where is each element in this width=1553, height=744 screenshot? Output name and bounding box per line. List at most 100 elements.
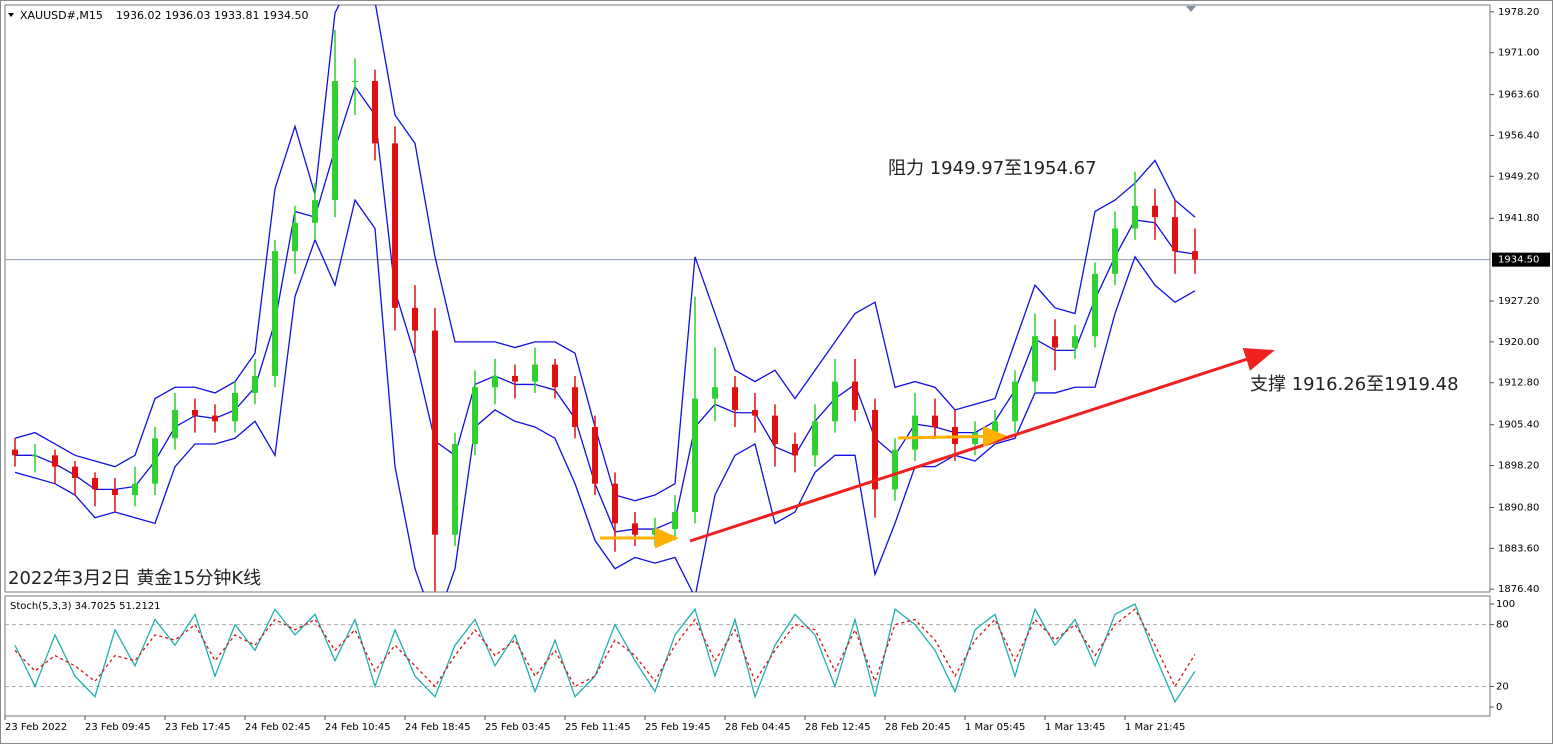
x-tick-label: 1 Mar 13:45: [1045, 722, 1105, 733]
candle-body: [612, 483, 618, 524]
candle-body: [332, 80, 338, 201]
candle-body: [572, 387, 578, 427]
candle-body: [1012, 381, 1018, 422]
candle-body: [512, 375, 518, 382]
resistance-note: 阻力 1949.97至1954.67: [888, 158, 1097, 179]
y-tick-label: 1949.20: [1498, 171, 1539, 182]
current-price-box: [1492, 252, 1550, 267]
y-tick-label: 0: [1496, 702, 1502, 713]
candle-body: [392, 143, 398, 308]
y-tick-label: 100: [1496, 599, 1515, 610]
x-tick-label: 28 Feb 04:45: [725, 722, 791, 733]
stoch-plot: [5, 603, 1490, 704]
candle-body: [112, 489, 118, 496]
candle-body: [412, 307, 418, 331]
candle-body: [292, 222, 298, 252]
candle-body: [72, 466, 78, 479]
price-plot: [5, 5, 1490, 592]
stoch-panel: [4, 595, 1491, 717]
stoch-title: Stoch(5,3,3) 34.7025 51.2121: [10, 601, 161, 612]
y-tick-label: 1941.80: [1498, 213, 1539, 224]
line: [15, 85, 1196, 533]
y-tick-label: 1905.40: [1498, 420, 1539, 431]
candle-body: [532, 364, 538, 382]
y-tick-label: 1927.20: [1498, 296, 1539, 307]
candle-body: [812, 421, 818, 456]
y-tick-label: 1883.60: [1498, 543, 1539, 554]
x-tick-label: 1 Mar 05:45: [965, 722, 1025, 733]
x-tick-label: 25 Feb 03:45: [485, 722, 551, 733]
y-tick-label: 20: [1496, 681, 1509, 692]
candle-body: [472, 387, 478, 444]
candle-body: [52, 455, 58, 467]
candle-body: [1072, 336, 1078, 348]
candle-body: [1112, 228, 1118, 274]
candle-body: [672, 512, 678, 530]
candle-body: [892, 449, 898, 490]
candle-body: [212, 415, 218, 422]
candle-body: [792, 443, 798, 456]
candle-body: [552, 364, 558, 388]
symbol: XAUUSD#,M15: [20, 9, 103, 22]
candle-body: [192, 409, 198, 416]
candle-body: [1032, 336, 1038, 382]
candle-body: [692, 398, 698, 513]
support-arrow: [897, 425, 1007, 447]
candle-body: [432, 330, 438, 535]
y-tick-label: 1890.80: [1498, 502, 1539, 513]
candle-body: [1172, 217, 1178, 252]
candle-body: [1192, 251, 1198, 260]
candle-body: [912, 415, 918, 450]
candle-body: [12, 449, 18, 456]
axes: 1978.20 1971.00 1963.60 1956.40 1949.20 1941.…: [4, 7, 1550, 733]
candle-body: [832, 381, 838, 422]
candle-body: [632, 523, 638, 535]
candle-body: [172, 409, 178, 439]
candle-body: [92, 478, 98, 490]
candle-body: [252, 375, 258, 393]
candle-body: [732, 387, 738, 410]
candle-body: [1052, 336, 1058, 348]
candle-body: [1092, 273, 1098, 337]
line: [14, 608, 1196, 688]
y-tick-label: 1956.40: [1498, 130, 1539, 141]
x-tick-label: 28 Feb 20:45: [885, 722, 951, 733]
x-tick-label: 24 Feb 10:45: [325, 722, 391, 733]
candle-body: [32, 455, 38, 457]
candle-body: [872, 409, 878, 490]
caption: 2022年3月2日 黄金15分钟K线: [8, 568, 261, 589]
candle-body: [352, 80, 358, 82]
y-tick-label: 1978.20: [1498, 7, 1539, 18]
candle-body: [152, 438, 158, 484]
x-tick-label: 23 Feb 17:45: [165, 722, 231, 733]
candle-body: [992, 421, 998, 433]
candle-body: [1132, 205, 1138, 229]
candle-body: [932, 415, 938, 427]
candle-body: [652, 529, 658, 535]
candle-body: [132, 483, 138, 496]
candle-body: [272, 251, 278, 376]
y-tick-label: 1912.80: [1498, 378, 1539, 389]
y-tick-label: 1920.00: [1498, 337, 1539, 348]
line: [14, 603, 1196, 704]
candle-body: [972, 432, 978, 444]
candle-body: [712, 387, 718, 399]
x-tick-label: 25 Feb 11:45: [565, 722, 631, 733]
y-tick-label: 1963.60: [1498, 90, 1539, 101]
x-tick-label: 25 Feb 19:45: [645, 722, 711, 733]
candle-body: [492, 375, 498, 388]
x-tick-label: 23 Feb 09:45: [85, 722, 151, 733]
x-tick-label: 24 Feb 02:45: [245, 722, 311, 733]
y-tick-label: 1971.00: [1498, 48, 1539, 59]
y-tick-label: 1898.20: [1498, 461, 1539, 472]
candle-body: [752, 409, 758, 416]
candle-body: [312, 200, 318, 223]
y-tick-label: 80: [1496, 620, 1509, 631]
candle-body: [1152, 205, 1158, 218]
trend-arrow: [689, 347, 1275, 543]
quote: 1936.02 1936.03 1933.81 1934.50: [116, 9, 308, 22]
candle-body: [772, 415, 778, 444]
y-tick-label: 1876.40: [1498, 584, 1539, 595]
candle-body: [232, 392, 238, 422]
